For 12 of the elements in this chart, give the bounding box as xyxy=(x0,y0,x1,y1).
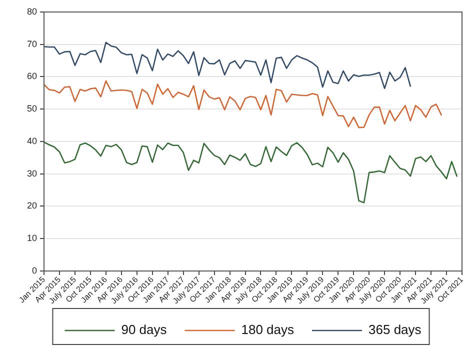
y-tick-label: 80 xyxy=(26,6,38,16)
legend-label: 180 days xyxy=(241,322,295,338)
y-tick-label: 50 xyxy=(26,104,38,114)
y-tick-label: 10 xyxy=(26,233,38,244)
y-tick-label: 30 xyxy=(26,168,38,178)
y-tick-label: 40 xyxy=(26,136,38,146)
y-tick-label: 20 xyxy=(26,200,38,211)
y-tick-label: 0 xyxy=(32,265,38,276)
y-tick-label: 70 xyxy=(26,38,38,49)
legend-label: 90 days xyxy=(121,322,168,338)
legend-label: 365 days xyxy=(368,322,422,338)
y-tick-label: 60 xyxy=(26,71,38,82)
